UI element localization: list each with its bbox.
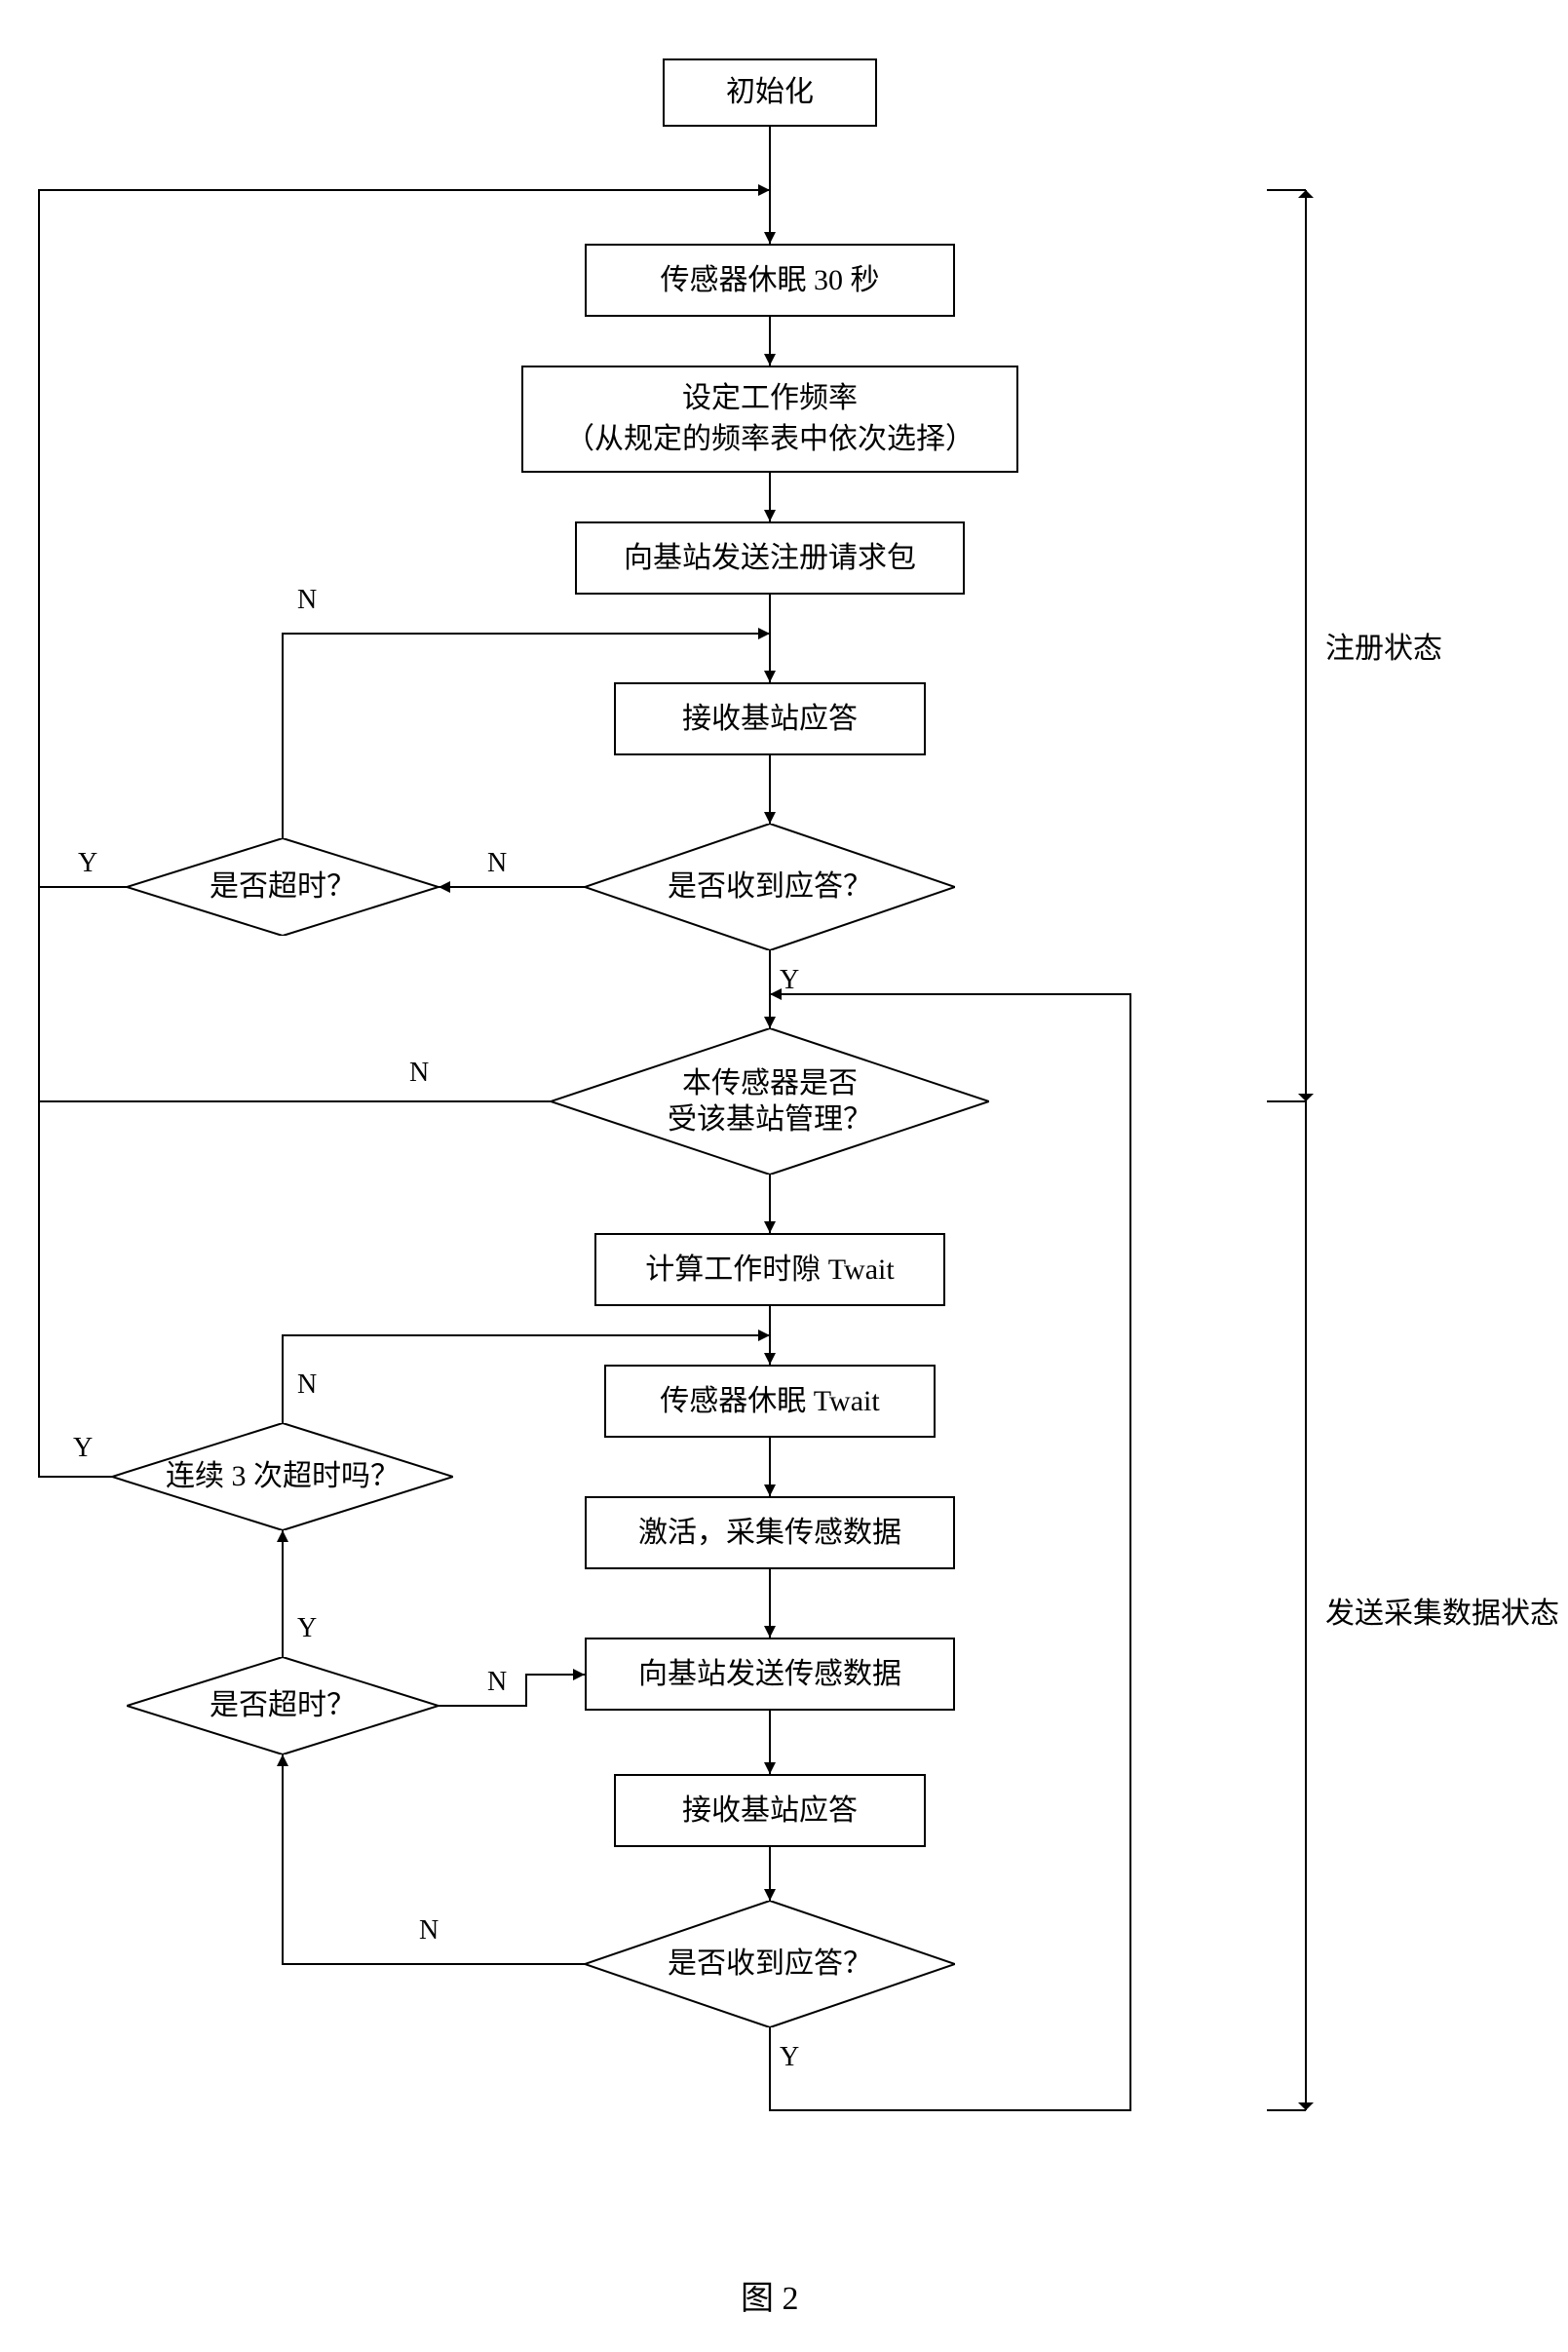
node-timeout1: 是否超时？ [127,838,439,936]
flowchart-canvas: 初始化 传感器休眠 30 秒 设定工作频率 （从规定的频率表中依次选择） 向基站… [0,0,1568,2352]
node-sleep30: 传感器休眠 30 秒 [585,244,955,317]
node-label: 接收基站应答 [682,1791,858,1831]
node-timeout2: 是否超时？ [127,1657,439,1754]
edge-label: Y [78,848,97,879]
node-managed: 本传感器是否 受该基站管理？ [551,1028,989,1175]
node-activate: 激活，采集传感数据 [585,1496,955,1569]
node-label: 是否收到应答？ [668,868,872,906]
node-gotresp2: 是否收到应答？ [585,1901,955,2027]
node-senddata: 向基站发送传感数据 [585,1638,955,1711]
node-gotresp1: 是否收到应答？ [585,824,955,950]
edge-label: N [487,1667,507,1698]
node-label: 设定工作频率 （从规定的频率表中依次选择） [565,378,975,460]
node-label: 连续 3 次超时吗？ [166,1458,400,1495]
node-label: 向基站发送注册请求包 [624,538,916,579]
node-recvdata: 接收基站应答 [614,1774,926,1847]
edge-label: N [419,1915,439,1947]
edge-label: N [297,1369,317,1401]
node-label: 是否超时？ [210,868,356,906]
edge-label: N [409,1058,429,1089]
node-label: 激活，采集传感数据 [638,1513,901,1554]
node-label: 向基站发送传感数据 [638,1654,901,1695]
edge-label: Y [297,1613,317,1644]
node-label: 传感器休眠 30 秒 [661,260,880,301]
node-label: 接收基站应答 [682,699,858,740]
bracket-label-data: 发送采集数据状态 [1325,1589,1559,1632]
node-setfreq: 设定工作频率 （从规定的频率表中依次选择） [521,366,1018,473]
edge-label: N [297,585,317,616]
node-label: 是否收到应答？ [668,1946,872,1983]
edge-label: Y [780,965,799,996]
node-init: 初始化 [663,58,877,127]
edge-label: Y [780,2042,799,2073]
node-label: 是否超时？ [210,1687,356,1724]
node-label: 传感器休眠 Twait [660,1381,879,1422]
edge-label: Y [73,1433,93,1464]
node-sleeptw: 传感器休眠 Twait [604,1365,936,1438]
node-label: 计算工作时隙 Twait [645,1250,894,1291]
node-label: 初始化 [726,72,814,113]
bracket-label-reg: 注册状态 [1325,624,1442,667]
node-threeto: 连续 3 次超时吗？ [112,1423,453,1530]
figure-caption: 图 2 [741,2271,799,2319]
node-sendreg: 向基站发送注册请求包 [575,521,965,595]
node-label: 本传感器是否 受该基站管理？ [668,1065,872,1138]
edge-label: N [487,848,507,879]
node-calc: 计算工作时隙 Twait [594,1233,945,1306]
node-recvreg: 接收基站应答 [614,682,926,755]
